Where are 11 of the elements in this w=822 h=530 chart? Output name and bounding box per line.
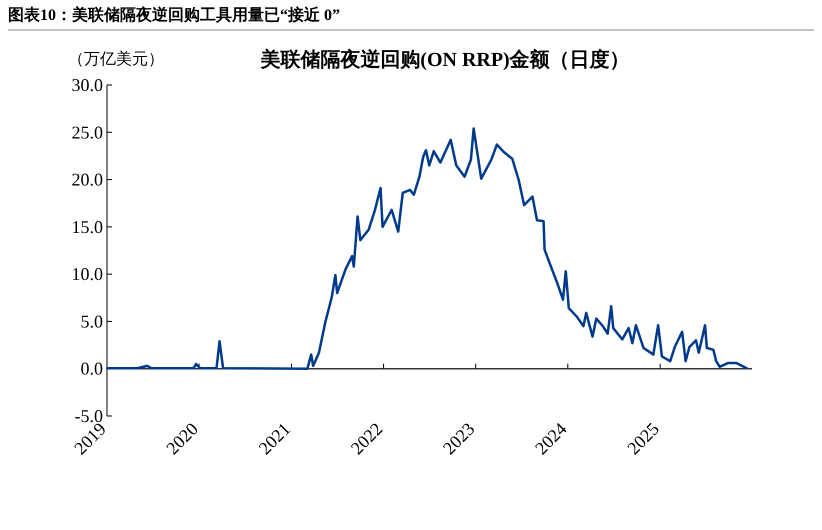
y-tick-label: 20.0: [72, 170, 103, 190]
chart-subtitle: 美联储隔夜逆回购(ON RRP)金额（日度）: [259, 48, 630, 71]
y-tick-label: 15.0: [72, 216, 103, 237]
y-tick-label: 10.0: [72, 264, 103, 284]
line-series: [106, 127, 748, 370]
y-tick-label: 30.0: [72, 75, 103, 95]
y-tick-label: 0.0: [80, 358, 103, 379]
y-tick-label: 25.0: [72, 122, 103, 142]
chart-title: 图表10：美联储隔夜逆回购工具用量已“接近 0”: [8, 5, 340, 24]
y-axis-title: （万亿美元）: [68, 50, 164, 68]
y-tick-label: 5.0: [80, 311, 103, 332]
